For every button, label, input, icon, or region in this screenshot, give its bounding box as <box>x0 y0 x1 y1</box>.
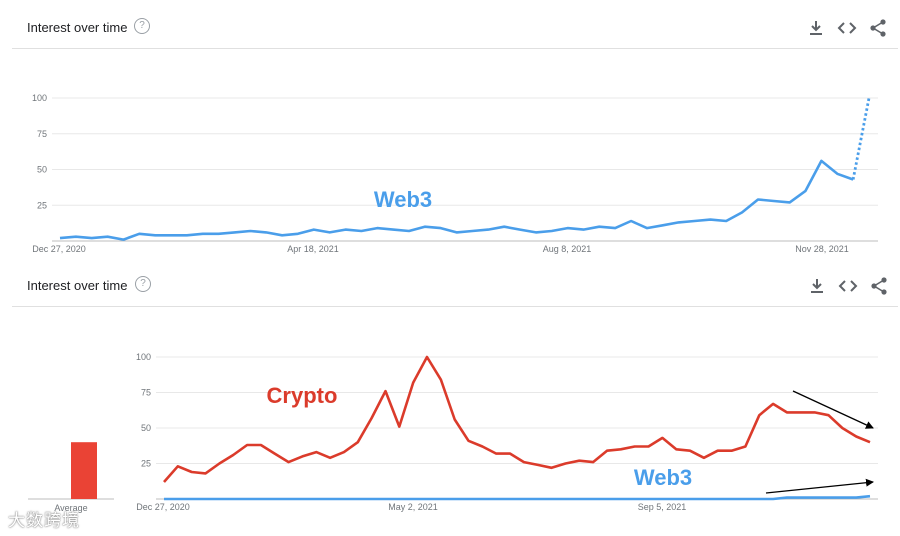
series-line-crypto <box>163 355 871 483</box>
average-bar <box>71 442 97 499</box>
y-tick-label: 100 <box>32 93 47 103</box>
x-tick-label: Nov 28, 2021 <box>795 244 849 254</box>
uptrend-arrow <box>765 478 874 494</box>
series-line-web3 <box>59 159 854 241</box>
embed-icon[interactable] <box>838 276 858 296</box>
header-divider <box>12 306 898 307</box>
series-line-web3 <box>164 494 871 501</box>
x-tick-label: Apr 18, 2021 <box>287 244 339 254</box>
crypto-vs-web3-chart: 25 50 75 100 Dec 27, 2020 May 2, 2021 Sep 5, 2… <box>28 352 878 513</box>
web3-annotation-label: Web3 <box>634 465 692 490</box>
embed-icon[interactable] <box>837 18 857 38</box>
interest-panel-web3: Interest over time ? 25 50 75 100 Dec 27, 20… <box>0 0 900 262</box>
x-tick-label: Dec 27, 2020 <box>32 244 86 254</box>
x-tick-label: Aug 8, 2021 <box>543 244 592 254</box>
web3-interest-chart: 25 50 75 100 Dec 27, 2020 Apr 18, 2021 Aug 8, … <box>32 93 878 254</box>
download-icon[interactable] <box>807 276 827 296</box>
y-tick-label: 100 <box>136 352 151 362</box>
share-icon[interactable] <box>868 18 888 38</box>
downtrend-arrow <box>792 390 874 429</box>
y-tick-label: 75 <box>37 129 47 139</box>
download-icon[interactable] <box>806 18 826 38</box>
x-tick-label: Sep 5, 2021 <box>638 502 687 512</box>
series-line-partial-web3 <box>851 97 871 180</box>
crypto-annotation-label: Crypto <box>267 383 338 408</box>
web3-annotation-label: Web3 <box>374 187 432 212</box>
x-tick-label: Dec 27, 2020 <box>136 502 190 512</box>
y-tick-label: 25 <box>141 459 151 469</box>
y-tick-label: 50 <box>37 165 47 175</box>
share-icon[interactable] <box>869 276 889 296</box>
y-tick-label: 75 <box>141 388 151 398</box>
interest-panel-crypto-vs-web3: Interest over time ? 25 50 75 100 Dec 27, 20… <box>0 262 900 536</box>
y-tick-label: 25 <box>37 200 47 210</box>
help-icon[interactable]: ? <box>134 18 150 34</box>
average-label: Average <box>54 503 87 513</box>
watermark-text: 大数跨境 <box>8 511 80 531</box>
y-tick-label: 50 <box>141 423 151 433</box>
help-icon[interactable]: ? <box>135 276 151 292</box>
header-divider <box>12 48 898 49</box>
panel-title: Interest over time <box>27 278 128 293</box>
panel-title: Interest over time <box>27 20 128 35</box>
x-tick-label: May 2, 2021 <box>388 502 438 512</box>
